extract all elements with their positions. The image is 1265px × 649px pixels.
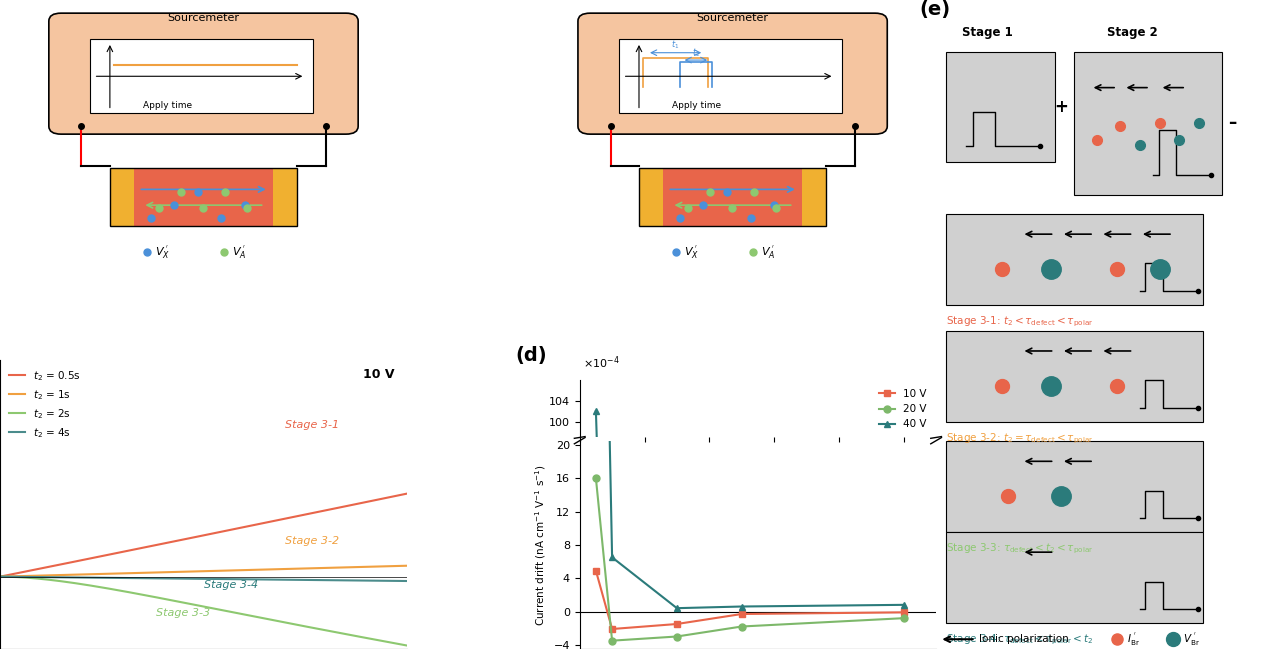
Text: Stage 3-2: Stage 3-2 bbox=[285, 536, 339, 546]
Text: $t_2$: $t_2$ bbox=[692, 46, 701, 58]
Bar bbox=[946, 52, 1055, 162]
Bar bbox=[639, 168, 663, 227]
Text: Sourcemeter: Sourcemeter bbox=[167, 13, 239, 23]
Bar bbox=[946, 532, 1203, 623]
Text: $V_A^{\ '}$: $V_A^{\ '}$ bbox=[762, 244, 775, 261]
Text: +: + bbox=[1054, 98, 1068, 116]
Text: Stage 3-2: $t_2 = \tau_{\mathrm{defect}} < \tau_{\mathrm{polar}}$: Stage 3-2: $t_2 = \tau_{\mathrm{defect}}… bbox=[946, 432, 1094, 446]
Legend: $t_2$ = 0.5s, $t_2$ = 1s, $t_2$ = 2s, $t_2$ = 4s: $t_2$ = 0.5s, $t_2$ = 1s, $t_2$ = 2s, $t… bbox=[5, 365, 85, 444]
Bar bbox=[619, 40, 842, 113]
Text: $I_{\mathrm{Br}}^{\ '}$: $I_{\mathrm{Br}}^{\ '}$ bbox=[1127, 631, 1140, 648]
Y-axis label: Current drift (nA cm$^{-1}$ V$^{-1}$ s$^{-1}$): Current drift (nA cm$^{-1}$ V$^{-1}$ s$^… bbox=[533, 464, 548, 626]
Text: $V_A^{\ '}$: $V_A^{\ '}$ bbox=[231, 244, 247, 261]
Text: (d): (d) bbox=[516, 346, 548, 365]
Text: Apply time: Apply time bbox=[143, 101, 192, 110]
Bar bbox=[134, 168, 273, 227]
Text: $t_1$: $t_1$ bbox=[672, 39, 679, 51]
FancyBboxPatch shape bbox=[49, 13, 358, 134]
Text: (e): (e) bbox=[920, 0, 951, 19]
Bar bbox=[90, 40, 314, 113]
Bar bbox=[946, 214, 1203, 305]
Bar bbox=[110, 168, 134, 227]
Text: –: – bbox=[1228, 114, 1236, 132]
Legend: 10 V, 20 V, 40 V: 10 V, 20 V, 40 V bbox=[875, 385, 931, 434]
Text: $V_X^{\ '}$: $V_X^{\ '}$ bbox=[684, 244, 698, 261]
Bar bbox=[273, 168, 297, 227]
Text: $V_X^{\ '}$: $V_X^{\ '}$ bbox=[154, 244, 170, 261]
Text: Apply time: Apply time bbox=[673, 101, 721, 110]
Text: 10 V: 10 V bbox=[363, 369, 395, 382]
Text: Stage 3-1: Stage 3-1 bbox=[285, 421, 339, 430]
Text: Stage 3-1: $t_2 < \tau_{\mathrm{defect}} < \tau_{\mathrm{polar}}$: Stage 3-1: $t_2 < \tau_{\mathrm{defect}}… bbox=[946, 315, 1094, 329]
Text: $\times 10^{-4}$: $\times 10^{-4}$ bbox=[583, 354, 620, 371]
Bar bbox=[110, 168, 297, 227]
Bar bbox=[663, 168, 802, 227]
Text: Stage 3-4: $\tau_{\mathrm{defect}} < \tau_{\mathrm{polar}} < t_2$: Stage 3-4: $\tau_{\mathrm{defect}} < \ta… bbox=[946, 633, 1093, 647]
FancyBboxPatch shape bbox=[578, 13, 887, 134]
Text: Stage 3-3: $\tau_{\mathrm{defect}} < t_2 < \tau_{\mathrm{polar}}$: Stage 3-3: $\tau_{\mathrm{defect}} < t_2… bbox=[946, 542, 1094, 556]
Text: Ionic polarization: Ionic polarization bbox=[979, 634, 1069, 644]
Bar bbox=[802, 168, 826, 227]
Bar bbox=[1074, 52, 1222, 195]
Text: Stage 2: Stage 2 bbox=[1107, 26, 1157, 39]
Text: $V_{\mathrm{Br}}^{\ '}$: $V_{\mathrm{Br}}^{\ '}$ bbox=[1183, 631, 1199, 648]
Text: Stage 3-3: Stage 3-3 bbox=[156, 609, 210, 618]
Text: Stage 1: Stage 1 bbox=[963, 26, 1013, 39]
Text: Stage 3-4: Stage 3-4 bbox=[204, 580, 258, 589]
Bar bbox=[639, 168, 826, 227]
Bar bbox=[946, 441, 1203, 532]
Bar bbox=[946, 331, 1203, 422]
Text: Sourcemeter: Sourcemeter bbox=[697, 13, 769, 23]
